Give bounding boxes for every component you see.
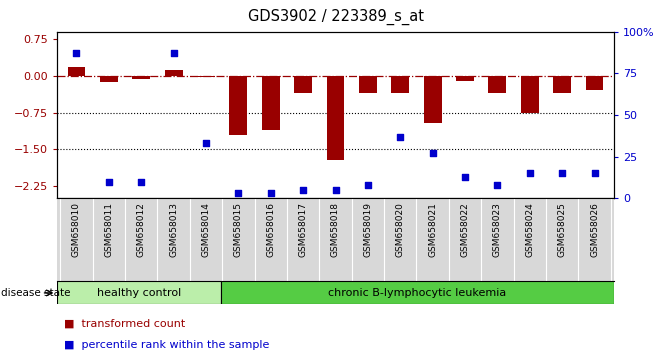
Point: [265, 190, 276, 196]
Point: [492, 182, 503, 188]
Bar: [391, 76, 409, 93]
Text: GSM658018: GSM658018: [331, 202, 340, 257]
Text: disease state: disease state: [1, 288, 71, 298]
Point: [136, 179, 146, 184]
Bar: [164, 69, 183, 76]
Text: GSM658016: GSM658016: [266, 202, 275, 257]
Point: [201, 141, 211, 146]
Text: GDS3902 / 223389_s_at: GDS3902 / 223389_s_at: [248, 9, 423, 25]
Point: [460, 174, 470, 179]
Bar: [100, 76, 117, 82]
Bar: [359, 76, 377, 93]
Point: [168, 51, 179, 56]
Bar: [327, 76, 344, 160]
Bar: [423, 76, 442, 123]
Text: ■  transformed count: ■ transformed count: [64, 319, 185, 329]
Bar: [456, 76, 474, 81]
Bar: [294, 76, 312, 93]
Point: [557, 170, 568, 176]
Text: GSM658025: GSM658025: [558, 202, 566, 257]
Text: GSM658021: GSM658021: [428, 202, 437, 257]
Text: GSM658012: GSM658012: [137, 202, 146, 257]
Text: GSM658020: GSM658020: [396, 202, 405, 257]
Point: [589, 170, 600, 176]
Point: [362, 182, 373, 188]
Text: GSM658014: GSM658014: [201, 202, 211, 257]
Text: healthy control: healthy control: [97, 288, 181, 298]
Bar: [229, 76, 248, 135]
Bar: [57, 281, 221, 304]
Text: GSM658010: GSM658010: [72, 202, 81, 257]
Bar: [554, 76, 571, 93]
Text: GSM658024: GSM658024: [525, 202, 534, 257]
Bar: [262, 76, 280, 130]
Text: ■  percentile rank within the sample: ■ percentile rank within the sample: [64, 340, 269, 350]
Text: GSM658019: GSM658019: [364, 202, 372, 257]
Point: [427, 150, 438, 156]
Text: chronic B-lymphocytic leukemia: chronic B-lymphocytic leukemia: [328, 288, 507, 298]
Point: [395, 134, 406, 139]
Point: [330, 187, 341, 193]
Text: GSM658026: GSM658026: [590, 202, 599, 257]
Bar: [586, 76, 603, 90]
Bar: [197, 76, 215, 77]
Point: [298, 187, 309, 193]
Bar: [221, 281, 614, 304]
Point: [103, 179, 114, 184]
Text: GSM658022: GSM658022: [460, 202, 470, 257]
Bar: [488, 76, 507, 93]
Text: GSM658013: GSM658013: [169, 202, 178, 257]
Text: GSM658015: GSM658015: [234, 202, 243, 257]
Bar: [521, 76, 539, 113]
Bar: [68, 67, 85, 76]
Text: GSM658011: GSM658011: [105, 202, 113, 257]
Point: [71, 51, 82, 56]
Text: GSM658017: GSM658017: [299, 202, 307, 257]
Bar: [132, 76, 150, 79]
Point: [233, 190, 244, 196]
Text: GSM658023: GSM658023: [493, 202, 502, 257]
Point: [525, 170, 535, 176]
